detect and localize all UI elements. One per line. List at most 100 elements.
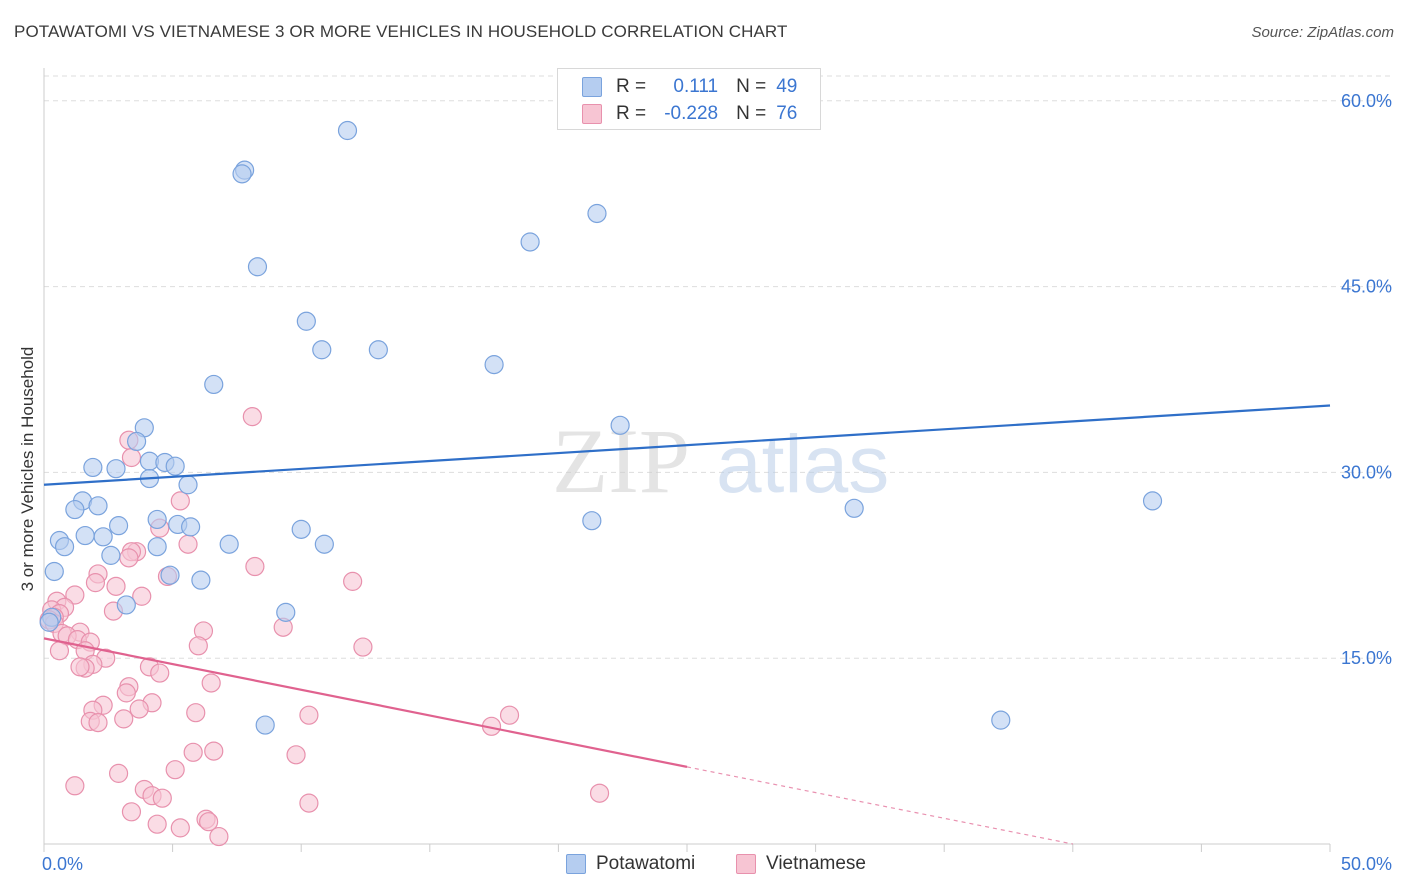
potawatomi-point xyxy=(587,203,607,224)
potawatomi-point xyxy=(255,715,275,735)
potawatomi-point xyxy=(991,710,1011,730)
potawatomi-point xyxy=(582,511,602,531)
potawatomi-point xyxy=(108,516,129,536)
vietnamese-point xyxy=(204,741,224,761)
vietnamese-point xyxy=(188,636,208,656)
vietnamese-point xyxy=(353,637,373,657)
trend-lines xyxy=(43,404,1331,845)
watermark-atlas: atlas xyxy=(716,419,889,510)
vietnamese-n-value: 76 xyxy=(776,103,798,124)
axes xyxy=(43,68,1331,852)
vietnamese-point xyxy=(70,657,90,677)
watermark: ZIP atlas xyxy=(552,410,889,512)
bottom-legend-potawatomi: Potawatomi xyxy=(566,852,695,876)
vietnamese-point xyxy=(343,571,363,591)
potawatomi-point xyxy=(1142,491,1163,511)
potawatomi-point xyxy=(39,612,59,632)
legend-row-vietnamese: R = -0.228 N = 76 xyxy=(582,102,797,126)
vietnamese-point xyxy=(114,709,134,729)
vietnamese-point xyxy=(165,760,185,780)
potawatomi-trend-line xyxy=(43,404,1331,486)
vietnamese-point xyxy=(201,673,221,693)
potawatomi-point xyxy=(314,534,334,554)
potawatomi-point xyxy=(83,457,103,478)
potawatomi-point xyxy=(165,456,185,476)
vietnamese-point xyxy=(183,742,203,762)
potawatomi-legend-swatch xyxy=(566,854,586,874)
potawatomi-point xyxy=(126,431,147,452)
potawatomi-legend-label: Potawatomi xyxy=(596,853,696,874)
potawatomi-point xyxy=(101,545,121,565)
potawatomi-point xyxy=(296,311,316,331)
potawatomi-r-value: 0.111 xyxy=(673,76,719,97)
potawatomi-point xyxy=(147,509,167,530)
potawatomi-point xyxy=(116,595,136,615)
y-tick-label: 15.0% xyxy=(1341,648,1392,668)
bottom-legend-vietnamese: Vietnamese xyxy=(736,852,866,876)
vietnamese-point xyxy=(147,814,167,834)
vietnamese-point xyxy=(299,793,319,813)
potawatomi-point xyxy=(178,475,198,495)
vietnamese-point xyxy=(116,683,136,703)
vietnamese-point xyxy=(85,573,106,593)
r-label: R = xyxy=(616,103,647,124)
vietnamese-point xyxy=(49,641,70,661)
vietnamese-point xyxy=(121,447,142,468)
x-tick-label: 50.0% xyxy=(1341,854,1392,874)
vietnamese-point xyxy=(589,783,610,803)
potawatomi-swatch xyxy=(582,77,602,97)
potawatomi-point xyxy=(247,257,268,277)
potawatomi-point xyxy=(181,517,201,537)
y-tick-label: 60.0% xyxy=(1341,91,1392,111)
vietnamese-point xyxy=(108,763,129,783)
vietnamese-point xyxy=(242,407,262,427)
potawatomi-point xyxy=(276,602,296,622)
potawatomi-point xyxy=(75,525,95,546)
potawatomi-point xyxy=(520,232,540,252)
vietnamese-point xyxy=(150,663,170,683)
vietnamese-point xyxy=(65,585,85,605)
r-label: R = xyxy=(616,76,647,97)
n-label: N = xyxy=(736,103,767,124)
vietnamese-point xyxy=(119,548,139,568)
potawatomi-point xyxy=(484,355,504,375)
vietnamese-points xyxy=(39,407,610,847)
potawatomi-point xyxy=(337,120,358,141)
vietnamese-point xyxy=(245,556,265,577)
vietnamese-point xyxy=(499,705,520,725)
potawatomi-point xyxy=(312,340,332,360)
vietnamese-trend-line xyxy=(43,637,688,768)
potawatomi-n-value: 49 xyxy=(776,76,798,97)
potawatomi-point xyxy=(191,570,211,590)
vietnamese-r-value: -0.228 xyxy=(664,103,719,124)
potawatomi-point xyxy=(65,499,85,520)
potawatomi-point xyxy=(291,519,311,539)
potawatomi-point xyxy=(610,415,630,435)
vietnamese-point xyxy=(132,586,152,606)
potawatomi-point xyxy=(54,537,75,557)
potawatomi-point xyxy=(88,496,108,516)
y-axis-label: 3 or more Vehicles in Household xyxy=(18,346,37,592)
potawatomi-point xyxy=(93,527,113,547)
vietnamese-point xyxy=(129,699,149,719)
potawatomi-point xyxy=(219,534,239,554)
vietnamese-point xyxy=(286,745,306,765)
y-tick-label: 30.0% xyxy=(1341,462,1392,482)
n-label: N = xyxy=(736,76,767,97)
potawatomi-point xyxy=(368,340,388,360)
vietnamese-point xyxy=(170,818,190,838)
potawatomi-points xyxy=(39,120,1163,735)
potawatomi-point xyxy=(232,164,252,184)
vietnamese-point xyxy=(106,576,126,596)
chart-title: POTAWATOMI VS VIETNAMESE 3 OR MORE VEHIC… xyxy=(14,22,788,41)
vietnamese-point xyxy=(65,776,85,796)
potawatomi-point xyxy=(44,561,64,582)
x-tick-label: 0.0% xyxy=(42,854,83,874)
vietnamese-point xyxy=(209,826,229,847)
potawatomi-point xyxy=(106,459,126,479)
vietnamese-trend-extension xyxy=(686,766,1073,845)
vietnamese-point xyxy=(178,534,198,554)
tick-labels: 15.0% 30.0% 45.0% 60.0% 0.0% 50.0% xyxy=(42,91,1392,874)
potawatomi-point xyxy=(160,565,180,585)
